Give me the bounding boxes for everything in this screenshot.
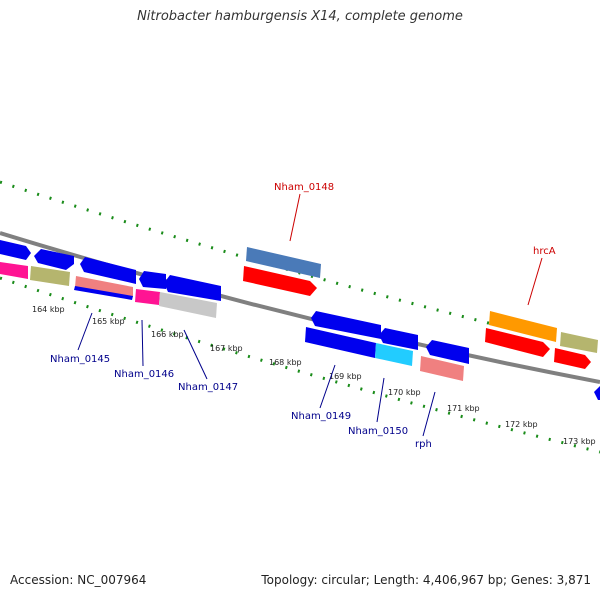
- gene-feature[interactable]: [246, 247, 321, 278]
- gene-feature[interactable]: [30, 266, 70, 286]
- gene-label-nham-0148[interactable]: Nham_0148: [274, 182, 334, 193]
- gene-feature[interactable]: [0, 262, 28, 279]
- inner-strand-genes: [0, 262, 591, 381]
- gene-feature[interactable]: [305, 327, 376, 358]
- gene-feature[interactable]: [164, 275, 221, 301]
- kbp-label: 167 kbp: [210, 344, 243, 353]
- gene-label-nham-0145[interactable]: Nham_0145: [50, 354, 110, 365]
- gene-feature[interactable]: [560, 332, 598, 353]
- kbp-label: 170 kbp: [388, 388, 421, 397]
- kbp-label: 172 kbp: [505, 420, 538, 429]
- gene-feature[interactable]: [426, 340, 469, 364]
- gene-feature[interactable]: [139, 271, 166, 289]
- gene-label-nham-0147[interactable]: Nham_0147: [178, 382, 238, 393]
- gene-feature[interactable]: [594, 386, 600, 400]
- kbp-label: 171 kbp: [447, 404, 480, 413]
- genome-backbone: [0, 231, 600, 384]
- kbp-label: 165 kbp: [92, 317, 125, 326]
- gene-feature[interactable]: [375, 343, 413, 366]
- kbp-label: 168 kbp: [269, 358, 302, 367]
- genome-summary-text: Topology: circular; Length: 4,406,967 bp…: [261, 573, 591, 587]
- label-leaders: [77, 193, 543, 437]
- kbp-label: 166 kbp: [151, 330, 184, 339]
- gene-label-nham-0146[interactable]: Nham_0146: [114, 369, 174, 380]
- gene-label-nham-0149[interactable]: Nham_0149: [291, 411, 351, 422]
- gene-feature[interactable]: [489, 311, 557, 342]
- kbp-label: 173 kbp: [563, 437, 596, 446]
- map-title: Nitrobacter hamburgensis X14, complete g…: [137, 9, 463, 24]
- gene-feature[interactable]: [311, 311, 381, 339]
- gene-feature[interactable]: [80, 257, 136, 284]
- gene-feature[interactable]: [420, 356, 464, 381]
- kbp-label: 164 kbp: [32, 305, 65, 314]
- gene-feature[interactable]: [34, 249, 74, 270]
- gene-feature[interactable]: [74, 286, 133, 300]
- accession-text: Accession: NC_007964: [10, 573, 147, 587]
- gene-feature[interactable]: [75, 276, 133, 297]
- kbp-scale: 164 kbp 165 kbp 166 kbp 167 kbp 168 kbp …: [32, 305, 596, 446]
- gene-label-hrca[interactable]: hrcA: [533, 246, 556, 257]
- gene-feature[interactable]: [0, 240, 31, 260]
- gene-labels: Nham_0148 hrcA Nham_0145 Nham_0146 Nham_…: [50, 182, 556, 450]
- gene-feature[interactable]: [379, 328, 418, 350]
- gene-feature[interactable]: [554, 348, 591, 369]
- gene-feature[interactable]: [159, 292, 217, 318]
- gene-label-rph[interactable]: rph: [415, 439, 432, 450]
- gene-feature[interactable]: [135, 289, 160, 305]
- kbp-label: 169 kbp: [329, 372, 362, 381]
- gene-label-nham-0150[interactable]: Nham_0150: [348, 426, 408, 437]
- gene-feature[interactable]: [485, 328, 550, 357]
- gene-feature[interactable]: [243, 266, 317, 296]
- outer-strand-genes: [0, 240, 600, 400]
